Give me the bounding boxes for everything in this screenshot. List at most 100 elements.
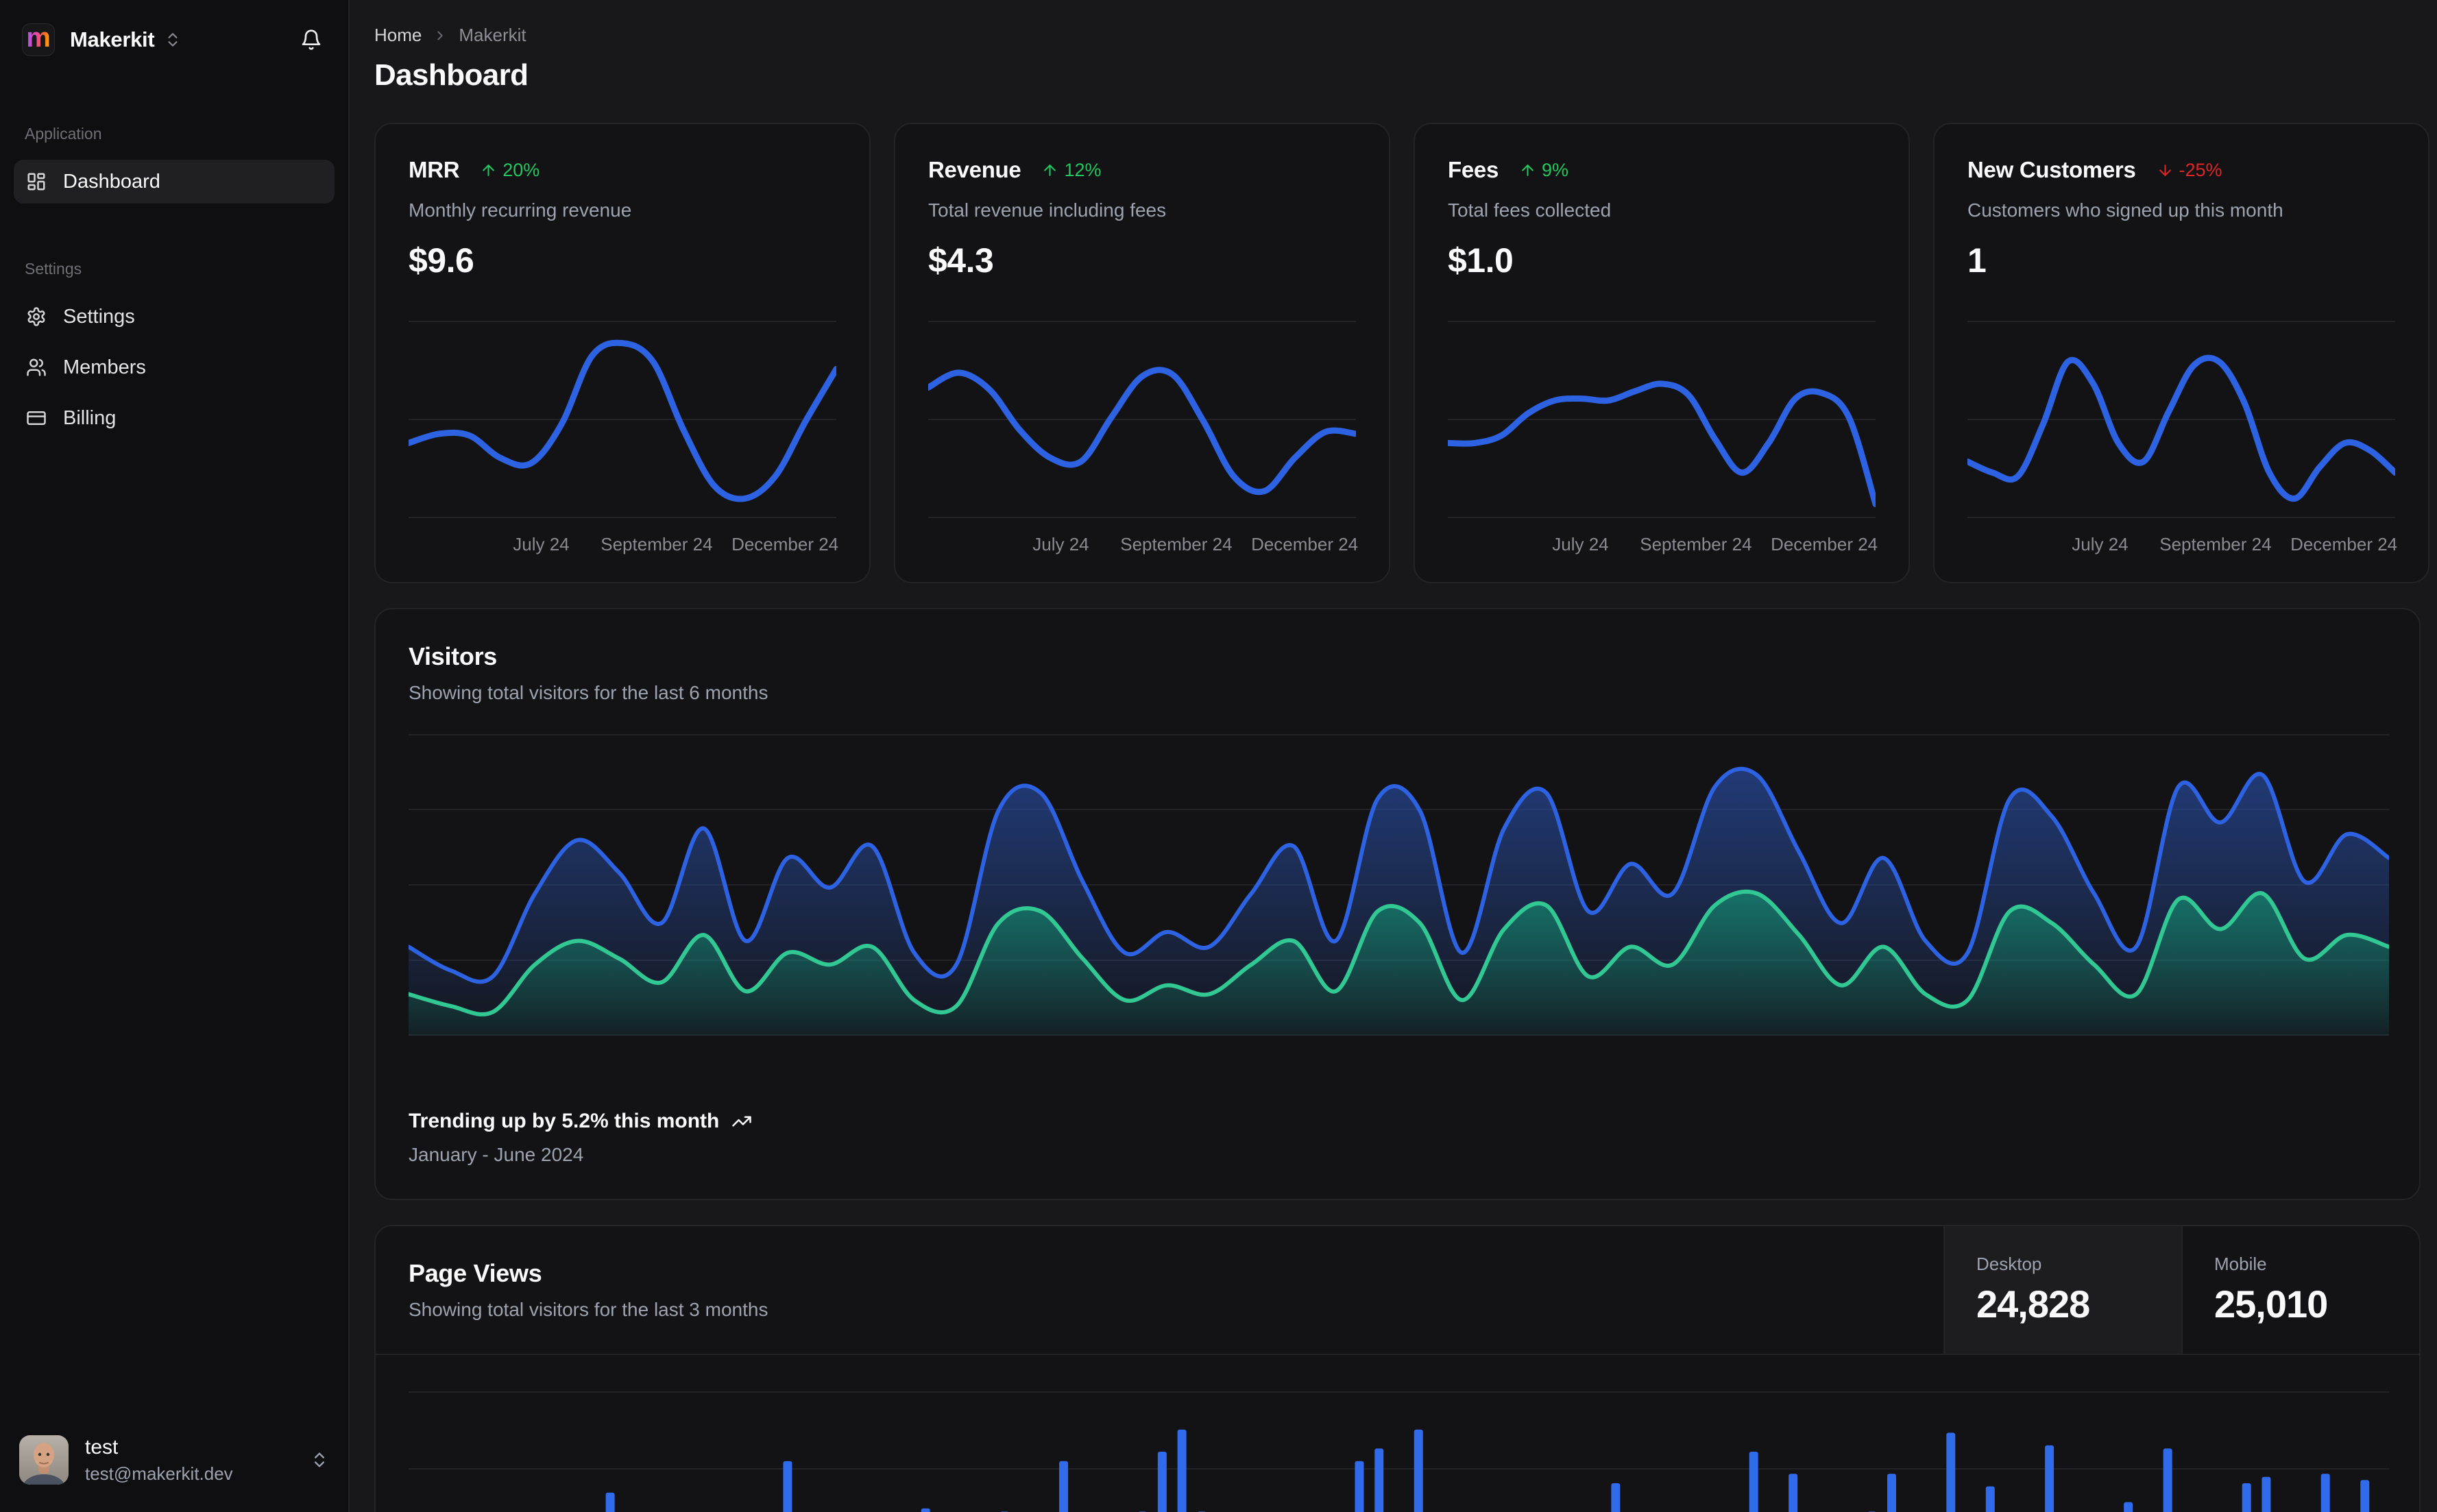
mrr-sparkline-chart[interactable]: [409, 320, 836, 519]
stat-value: 1: [1967, 241, 1987, 280]
nav-section-label-application: Application: [25, 125, 102, 143]
stat-label: Mobile: [2214, 1254, 2267, 1274]
visitors-trend-text: Trending up by 5.2% this month: [409, 1110, 720, 1132]
sidebar-item-label: Dashboard: [63, 170, 160, 193]
x-tick: December 24: [1251, 534, 1359, 554]
new-customers-sparkline-chart[interactable]: [1967, 320, 2395, 519]
trend-badge: 12%: [1041, 159, 1102, 181]
users-icon: [26, 357, 47, 378]
nav-section-label-settings: Settings: [25, 260, 82, 278]
stat-title: MRR: [409, 157, 460, 182]
arrow-down-icon: [2157, 162, 2174, 179]
stat-value: $9.6: [409, 241, 474, 280]
x-axis-labels: July 24 September 24 December 24: [928, 534, 1359, 559]
x-tick: July 24: [513, 534, 570, 554]
trend-badge: 20%: [480, 160, 539, 181]
gear-icon: [26, 306, 47, 327]
workspace-switcher[interactable]: m Makerkit: [14, 18, 335, 62]
x-tick: December 24: [2290, 534, 2398, 554]
logo-letter: m: [26, 23, 51, 53]
trending-up-icon: [731, 1111, 752, 1132]
page-views-toggle-mobile[interactable]: Mobile 25,010: [2181, 1226, 2419, 1354]
x-axis-labels: July 24 September 24 December 24: [409, 534, 839, 559]
x-tick: December 24: [731, 534, 839, 554]
user-email: test@makerkit.dev: [85, 1463, 233, 1484]
main-content: Home Makerkit Dashboard MRR 20% Monthly …: [351, 0, 2437, 1512]
stat-card-revenue: Revenue 12% Total revenue including fees…: [894, 123, 1390, 583]
arrow-up-icon: [480, 162, 497, 179]
sidebar-item-dashboard[interactable]: Dashboard: [14, 160, 335, 204]
x-tick: September 24: [2159, 534, 2272, 554]
visitors-footer: Trending up by 5.2% this month January -…: [409, 1110, 2386, 1166]
x-tick: December 24: [1771, 534, 1878, 554]
page-views-card: Page Views Showing total visitors for th…: [374, 1225, 2421, 1512]
sidebar-item-members[interactable]: Members: [14, 345, 335, 389]
sidebar: m Makerkit Application Dashboard Setting…: [0, 0, 350, 1512]
makerkit-logo: m: [22, 23, 55, 56]
workspace-name: Makerkit: [70, 27, 155, 51]
sidebar-item-settings[interactable]: Settings: [14, 295, 335, 339]
trend-badge: -25%: [2157, 160, 2222, 181]
chevron-right-icon: [433, 28, 448, 43]
visitors-card: Visitors Showing total visitors for the …: [374, 608, 2421, 1200]
x-tick: July 24: [1552, 534, 1609, 554]
stat-card-mrr: MRR 20% Monthly recurring revenue $9.6 J…: [374, 123, 871, 583]
x-tick: September 24: [1120, 534, 1233, 554]
stat-value: $4.3: [928, 241, 994, 280]
sidebar-item-label: Members: [63, 356, 146, 378]
trend-value: 12%: [1064, 159, 1102, 180]
stat-title: New Customers: [1967, 157, 2136, 182]
user-avatar: [19, 1435, 69, 1485]
user-name: test: [85, 1435, 119, 1459]
page-views-bar-chart[interactable]: [409, 1373, 2389, 1512]
page-views-toggle-desktop[interactable]: Desktop 24,828: [1943, 1226, 2181, 1354]
stat-value: 24,828: [1976, 1282, 2090, 1326]
chevrons-up-down-icon: [164, 31, 182, 49]
dashboard-icon: [26, 171, 47, 192]
revenue-sparkline-chart[interactable]: [928, 320, 1356, 519]
sidebar-item-label: Settings: [63, 305, 135, 328]
sidebar-nav: Application Dashboard Settings Settings …: [14, 125, 335, 447]
stat-label: Desktop: [1976, 1254, 2042, 1274]
page-views-header: Page Views Showing total visitors for th…: [376, 1226, 2419, 1355]
stat-value: $1.0: [1448, 241, 1514, 280]
visitors-area-chart[interactable]: [409, 734, 2389, 1036]
trend-badge: 9%: [1519, 160, 1568, 181]
nav-spacer: [14, 210, 335, 260]
trend-value: 20%: [502, 159, 540, 180]
arrow-up-icon: [1519, 162, 1536, 179]
trend-value: -25%: [2179, 159, 2222, 180]
breadcrumb: Home Makerkit: [374, 25, 2421, 46]
stat-title: Fees: [1448, 157, 1499, 182]
sidebar-item-label: Billing: [63, 406, 117, 429]
page-views-subtitle: Showing total visitors for the last 3 mo…: [409, 1299, 768, 1320]
credit-card-icon: [26, 408, 47, 428]
stat-value: 25,010: [2214, 1282, 2328, 1326]
notifications-button[interactable]: [296, 25, 326, 55]
x-tick: July 24: [2072, 534, 2129, 554]
stat-subtitle: Total revenue including fees: [928, 199, 1167, 221]
x-axis-labels: July 24 September 24 December 24: [1448, 534, 1878, 559]
breadcrumb-home[interactable]: Home: [374, 25, 422, 45]
x-tick: September 24: [1640, 534, 1752, 554]
stat-cards-row: MRR 20% Monthly recurring revenue $9.6 J…: [374, 123, 2429, 583]
page-title: Dashboard: [374, 58, 529, 92]
breadcrumb-current: Makerkit: [459, 25, 526, 45]
arrow-up-icon: [1041, 162, 1058, 179]
trend-value: 9%: [1542, 159, 1569, 180]
stat-title: Revenue: [928, 157, 1021, 182]
sidebar-item-billing[interactable]: Billing: [14, 396, 335, 440]
bell-icon: [300, 29, 322, 51]
visitors-subtitle: Showing total visitors for the last 6 mo…: [409, 682, 768, 703]
stat-card-fees: Fees 9% Total fees collected $1.0 July 2…: [1414, 123, 1910, 583]
stat-subtitle: Customers who signed up this month: [1967, 199, 2283, 221]
x-axis-labels: July 24 September 24 December 24: [1967, 534, 2398, 559]
stat-card-new-customers: New Customers -25% Customers who signed …: [1933, 123, 2429, 583]
user-menu[interactable]: test test@makerkit.dev: [14, 1428, 335, 1491]
x-tick: July 24: [1032, 534, 1089, 554]
x-tick: September 24: [601, 534, 713, 554]
fees-sparkline-chart[interactable]: [1448, 320, 1876, 519]
page-views-title: Page Views: [409, 1259, 542, 1287]
stat-subtitle: Total fees collected: [1448, 199, 1612, 221]
visitors-date-range: January - June 2024: [409, 1144, 584, 1165]
